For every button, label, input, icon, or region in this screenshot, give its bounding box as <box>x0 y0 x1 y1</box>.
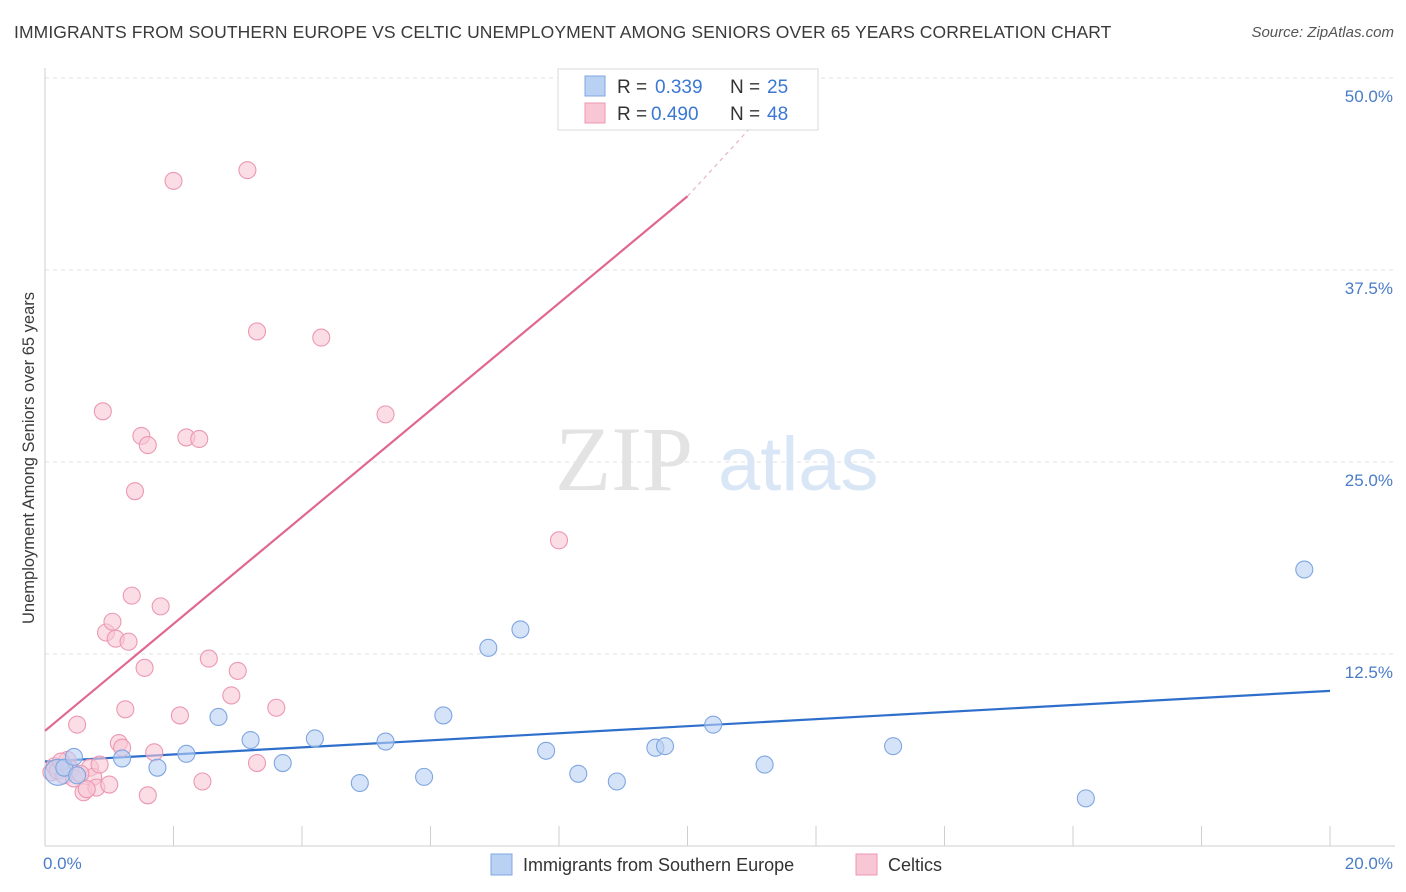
watermark-zip: ZIP <box>555 408 693 510</box>
southern-europe-point-4 <box>113 749 132 768</box>
southern-europe-point-21 <box>655 737 675 756</box>
axes <box>44 68 1395 847</box>
watermark-atlas: atlas <box>718 422 879 507</box>
celtics-point-34 <box>222 686 241 705</box>
southern-europe-point-5 <box>148 758 167 777</box>
y-tick-label-3: 50.0% <box>1345 87 1393 106</box>
celtics-point-37 <box>247 754 267 773</box>
x-tick-labels: 0.0% 20.0% <box>43 854 1393 873</box>
celtics-point-28 <box>164 171 183 190</box>
southern-europe-point-16 <box>511 620 530 639</box>
trend-line-celtics <box>44 195 689 732</box>
legend-r-label-blue: R = <box>617 77 647 98</box>
southern-europe-point-14 <box>434 706 453 725</box>
southern-europe-point-2 <box>64 747 83 766</box>
celtics-point-42 <box>549 531 569 550</box>
source-label: Source: ZipAtlas.com <box>1251 24 1394 41</box>
southern-europe-point-13 <box>415 767 434 786</box>
southern-europe-point-23 <box>755 755 774 774</box>
x-tick-label-0: 0.0% <box>43 854 82 873</box>
celtics-point-24 <box>135 658 154 677</box>
southern-europe-point-22 <box>704 715 723 734</box>
celtics-point-44 <box>77 780 96 799</box>
legend-n-label-pink: N = <box>730 104 760 125</box>
legend-r-value-pink: 0.490 <box>651 104 699 125</box>
southern-europe-point-15 <box>479 638 498 657</box>
southern-europe-point-24 <box>884 737 903 756</box>
y-tick-labels: 12.5% 25.0% 37.5% 50.0% <box>1345 87 1393 682</box>
celtics-point-46 <box>138 786 157 805</box>
celtics-point-13 <box>93 402 112 421</box>
legend-swatch-pink <box>584 102 606 124</box>
celtics-point-41 <box>376 405 395 424</box>
southern-europe-point-12 <box>376 732 395 751</box>
southern-europe-point-7 <box>209 707 228 727</box>
celtics-point-27 <box>151 597 170 616</box>
celtics-point-7 <box>68 715 87 734</box>
celtics-points <box>42 161 569 805</box>
southern-europe-point-11 <box>350 773 369 793</box>
celtics-point-40 <box>312 328 331 347</box>
celtics-point-26 <box>145 743 164 762</box>
celtics-point-33 <box>199 649 218 668</box>
legend-n-value-pink: 48 <box>767 104 788 125</box>
southern-europe-point-26 <box>1295 560 1314 579</box>
celtics-point-36 <box>238 161 257 180</box>
celtics-point-15 <box>103 612 122 631</box>
celtics-point-20 <box>119 632 138 651</box>
southern-europe-point-17 <box>537 741 556 760</box>
legend-n-value-blue: 25 <box>767 77 788 98</box>
celtics-point-35 <box>228 661 247 680</box>
series-legend-label-blue: Immigrants from Southern Europe <box>523 855 794 875</box>
celtics-point-12 <box>90 755 109 774</box>
series-legend-swatch-blue <box>490 853 513 876</box>
y-tick-label-2: 37.5% <box>1345 279 1393 298</box>
legend-swatch-blue <box>584 75 606 97</box>
celtics-point-25 <box>138 436 157 455</box>
trend-line-southern-europe <box>44 689 1331 763</box>
southern-europe-point-10 <box>305 729 324 748</box>
celtics-point-19 <box>116 700 135 719</box>
stats-legend: R = 0.339 N = 25 R = 0.490 N = 48 <box>557 68 819 131</box>
legend-n-label-blue: N = <box>730 77 760 98</box>
southern-europe-point-25 <box>1076 789 1095 808</box>
celtics-point-21 <box>122 586 141 605</box>
series-legend-label-pink: Celtics <box>888 855 942 875</box>
trend-lines <box>44 69 1331 763</box>
celtics-point-31 <box>190 429 209 449</box>
chart-title: IMMIGRANTS FROM SOUTHERN EUROPE VS CELTI… <box>14 22 1112 42</box>
celtics-point-32 <box>193 772 212 791</box>
y-tick-label-1: 25.0% <box>1345 471 1393 490</box>
southern-europe-point-19 <box>607 772 626 791</box>
watermark: ZIP atlas <box>555 408 879 510</box>
southern-europe-point-9 <box>273 754 292 773</box>
southern-europe-point-3 <box>68 766 87 785</box>
celtics-point-22 <box>125 482 144 501</box>
x-tick-label-1: 20.0% <box>1345 854 1393 873</box>
celtics-point-29 <box>170 706 189 725</box>
y-tick-label-0: 12.5% <box>1345 663 1393 682</box>
celtics-point-45 <box>100 775 119 794</box>
southern-europe-point-8 <box>241 730 260 750</box>
celtics-point-39 <box>267 698 286 717</box>
legend-r-value-blue: 0.339 <box>655 77 703 98</box>
southern-europe-point-6 <box>177 744 196 763</box>
southern-europe-point-18 <box>569 764 588 783</box>
series-legend-swatch-pink <box>855 853 878 876</box>
legend-r-label-pink: R = <box>617 104 647 125</box>
southern-europe-points <box>44 560 1314 808</box>
y-axis-label: Unemployment Among Seniors over 65 years <box>20 292 38 624</box>
series-legend: Immigrants from Southern Europe Celtics <box>490 853 942 876</box>
celtics-point-38 <box>247 322 267 341</box>
